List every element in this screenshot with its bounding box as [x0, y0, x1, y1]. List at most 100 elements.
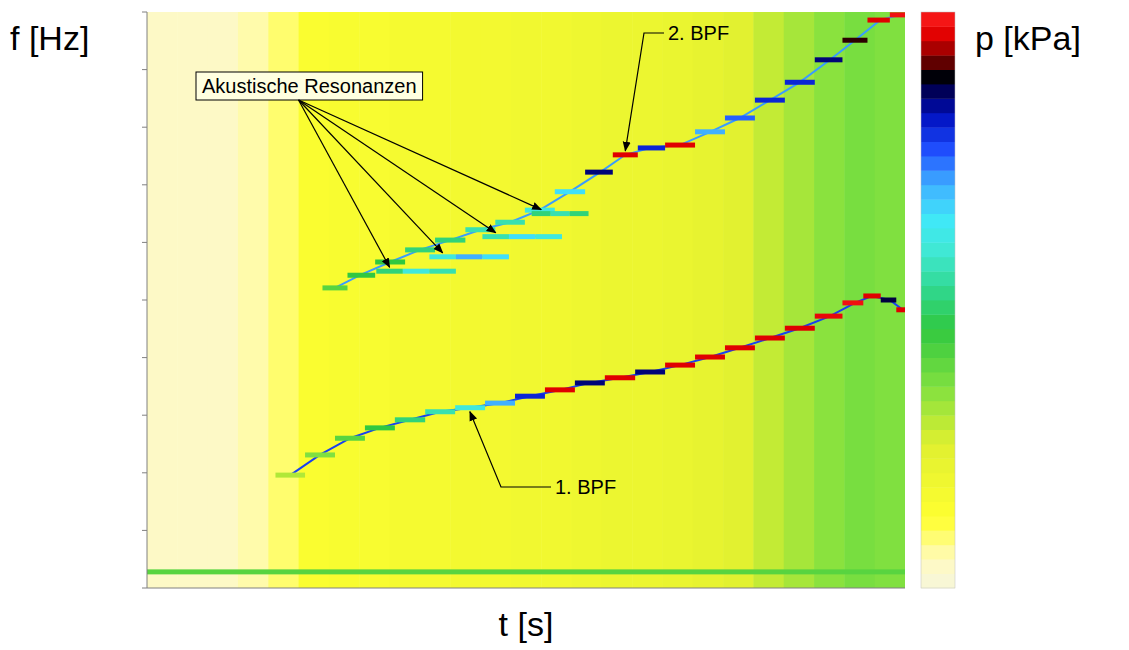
- ridge-cell: [575, 380, 605, 385]
- background-cell: [753, 12, 784, 588]
- ridge-cell: [725, 345, 755, 350]
- background-cell: [541, 12, 572, 588]
- colorbar-frame: [921, 12, 955, 588]
- background-cell: [814, 12, 845, 588]
- ridge-cell: [335, 436, 365, 441]
- background-cell: [784, 12, 815, 588]
- background-cell: [511, 12, 542, 588]
- ridge-cell: [695, 355, 725, 360]
- colorbar-band: [921, 26, 955, 41]
- annotation-text: 2. BPF: [668, 22, 729, 44]
- y-tick: [142, 69, 147, 70]
- annotation: 1. BPF: [470, 412, 616, 498]
- y-tick: [142, 588, 147, 589]
- colorbar-band: [921, 55, 955, 70]
- ridge-cell: [482, 234, 509, 239]
- ridge-cell: [429, 254, 456, 259]
- ridge-cell: [509, 234, 536, 239]
- ridge-cell: [429, 269, 456, 274]
- colorbar-band: [921, 559, 955, 574]
- colorbar-band: [921, 228, 955, 243]
- ridge-cell: [785, 80, 815, 85]
- annotation-arrow: [470, 412, 551, 487]
- ridge-cell: [435, 238, 465, 243]
- ridge-cell: [665, 363, 695, 368]
- colorbar-band: [921, 430, 955, 445]
- ridge-cell: [585, 170, 613, 175]
- background-cell: [602, 12, 633, 588]
- colorbar-band: [921, 314, 955, 329]
- colorbar-band: [921, 530, 955, 545]
- background-cell: [571, 12, 602, 588]
- ridge-cell: [347, 273, 375, 278]
- ridge-cell: [815, 314, 843, 319]
- colorbar-band: [921, 127, 955, 142]
- colorbar-band: [921, 358, 955, 373]
- y-tick: [142, 472, 147, 473]
- y-tick: [142, 415, 147, 416]
- annotation-arrow: [625, 33, 664, 151]
- background-cell: [662, 12, 693, 588]
- ridge-cell: [842, 38, 867, 43]
- ridge-cell: [695, 129, 725, 134]
- colorbar-band: [921, 487, 955, 502]
- y-tick: [142, 530, 147, 531]
- y-tick: [142, 12, 147, 13]
- background-cell: [481, 12, 512, 588]
- background-cell: [420, 12, 451, 588]
- background-cell: [875, 12, 905, 588]
- colorbar-band: [921, 242, 955, 257]
- ridge-cell: [555, 189, 585, 194]
- ridge-cell: [375, 259, 405, 264]
- colorbar-band: [921, 300, 955, 315]
- ridge-cell: [890, 12, 905, 17]
- ridge-cell: [535, 234, 562, 239]
- ridge-cell: [815, 57, 843, 62]
- colorbar-band: [921, 502, 955, 517]
- ridge-cell: [305, 452, 335, 457]
- ridge-cell: [482, 254, 509, 259]
- ridge-cell: [495, 220, 525, 225]
- ridge-cell: [665, 143, 695, 148]
- ridge-cell: [605, 375, 635, 380]
- colorbar-band: [921, 286, 955, 301]
- ridge-cell: [545, 387, 575, 392]
- ridge-cell: [485, 401, 515, 406]
- ridge-cell: [526, 569, 905, 574]
- y-axis-title: f [Hz]: [10, 19, 89, 57]
- ridge-line: [390, 214, 579, 272]
- colorbar-band: [921, 41, 955, 56]
- ridge-cell: [896, 307, 905, 312]
- annotation-arrow: [299, 100, 542, 210]
- ridge-cell: [725, 115, 755, 120]
- ridge-cell: [785, 326, 815, 331]
- ridge-cell: [376, 269, 403, 274]
- ridge-cell: [147, 569, 526, 574]
- ridge-cell: [405, 247, 435, 252]
- ridge-cell: [456, 254, 483, 259]
- annotation-arrow: [299, 100, 496, 233]
- ridge-cell: [867, 18, 889, 23]
- ridge-cell: [842, 300, 863, 305]
- annotation-text: 1. BPF: [555, 476, 616, 498]
- colorbar-band: [921, 444, 955, 459]
- background-cell: [723, 12, 754, 588]
- annotation-text: Akustische Resonanzen: [202, 75, 417, 97]
- colorbar-band: [921, 545, 955, 560]
- annotation-box: [196, 72, 423, 100]
- ridge-cell: [425, 409, 455, 414]
- colorbar-band: [921, 12, 955, 27]
- colorbar-band: [921, 415, 955, 430]
- colorbar-band: [921, 185, 955, 200]
- background-cell: [450, 12, 481, 588]
- colorbar-band: [921, 271, 955, 286]
- ridge-cell: [755, 98, 785, 103]
- colorbar-band: [921, 142, 955, 157]
- y-tick: [142, 127, 147, 128]
- colorbar-band: [921, 574, 955, 589]
- ridge-cell: [570, 211, 589, 216]
- ridge-cell: [322, 285, 347, 290]
- ridge-cell: [755, 336, 785, 341]
- ridge-cell: [395, 417, 425, 422]
- background-cell: [147, 12, 178, 588]
